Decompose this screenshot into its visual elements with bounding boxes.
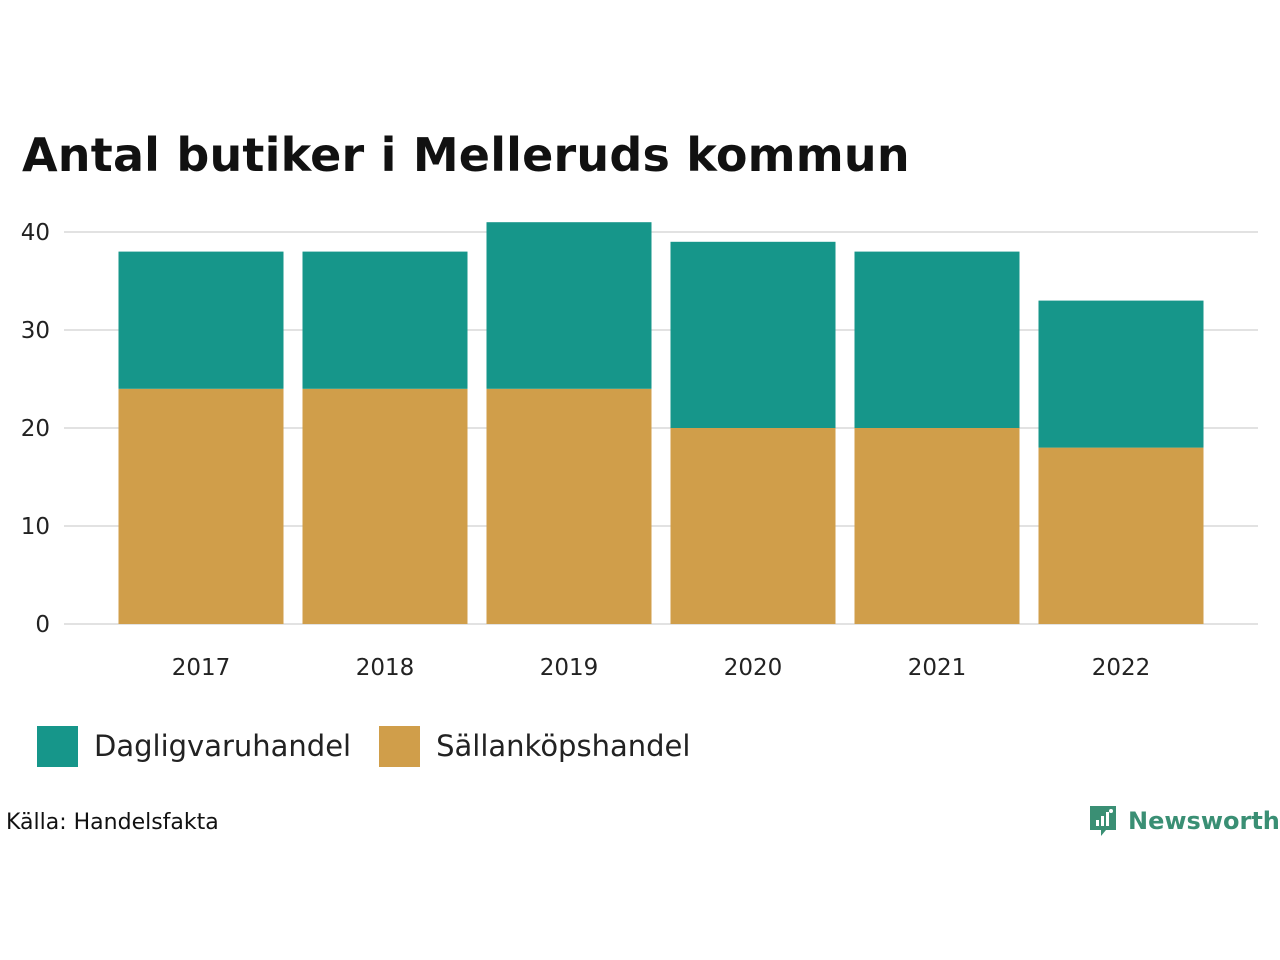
newsworthy-logo-icon [1090, 806, 1116, 836]
y-tick-label: 10 [21, 514, 50, 540]
chart-title: Antal butiker i Melleruds kommun [22, 128, 910, 182]
x-tick-label: 2017 [172, 655, 231, 681]
x-tick-label: 2020 [724, 655, 783, 681]
legend: Dagligvaruhandel Sällanköpshandel [37, 724, 718, 768]
bar-sllankpshandel-2019 [486, 388, 652, 624]
x-tick-label: 2018 [356, 655, 415, 681]
bar-dagligvaruhandel-2020 [670, 241, 836, 428]
legend-swatch-sallankopshandel [379, 725, 421, 767]
bar-chart: 0 10 20 30 40 2017 2018 2019 2020 2021 2022 [21, 220, 1258, 681]
brand-name: Newsworthy [1128, 807, 1280, 835]
legend-label-dagligvaruhandel: Dagligvaruhandel [94, 729, 352, 763]
bars [118, 222, 1204, 624]
y-tick-label: 20 [21, 416, 50, 442]
legend-label-sallankopshandel: Sällanköpshandel [436, 729, 691, 763]
y-tick-label: 40 [21, 220, 50, 246]
y-tick-label: 30 [21, 318, 50, 344]
brand-logo: Newsworthy [1088, 804, 1280, 838]
x-tick-label: 2022 [1092, 655, 1151, 681]
legend-item-sallankopshandel: Sällanköpshandel [379, 725, 691, 767]
bar-dagligvaruhandel-2022 [1038, 300, 1204, 448]
legend-item-dagligvaruhandel: Dagligvaruhandel [37, 725, 352, 767]
bar-sllankpshandel-2017 [118, 388, 284, 624]
y-tick-label: 0 [35, 612, 50, 638]
x-axis-ticks: 2017 2018 2019 2020 2021 2022 [172, 655, 1151, 681]
bar-sllankpshandel-2021 [854, 428, 1020, 624]
y-axis-ticks: 0 10 20 30 40 [21, 220, 50, 638]
source-note: Källa: Handelsfakta [6, 810, 219, 835]
x-tick-label: 2021 [908, 655, 967, 681]
bar-sllankpshandel-2018 [302, 388, 468, 624]
bar-dagligvaruhandel-2018 [302, 251, 468, 389]
bar-sllankpshandel-2020 [670, 428, 836, 624]
bar-dagligvaruhandel-2019 [486, 222, 652, 389]
legend-swatch-dagligvaruhandel [37, 725, 78, 767]
bar-sllankpshandel-2022 [1038, 447, 1204, 624]
bar-dagligvaruhandel-2021 [854, 251, 1020, 428]
x-tick-label: 2019 [540, 655, 599, 681]
bar-dagligvaruhandel-2017 [118, 251, 284, 389]
